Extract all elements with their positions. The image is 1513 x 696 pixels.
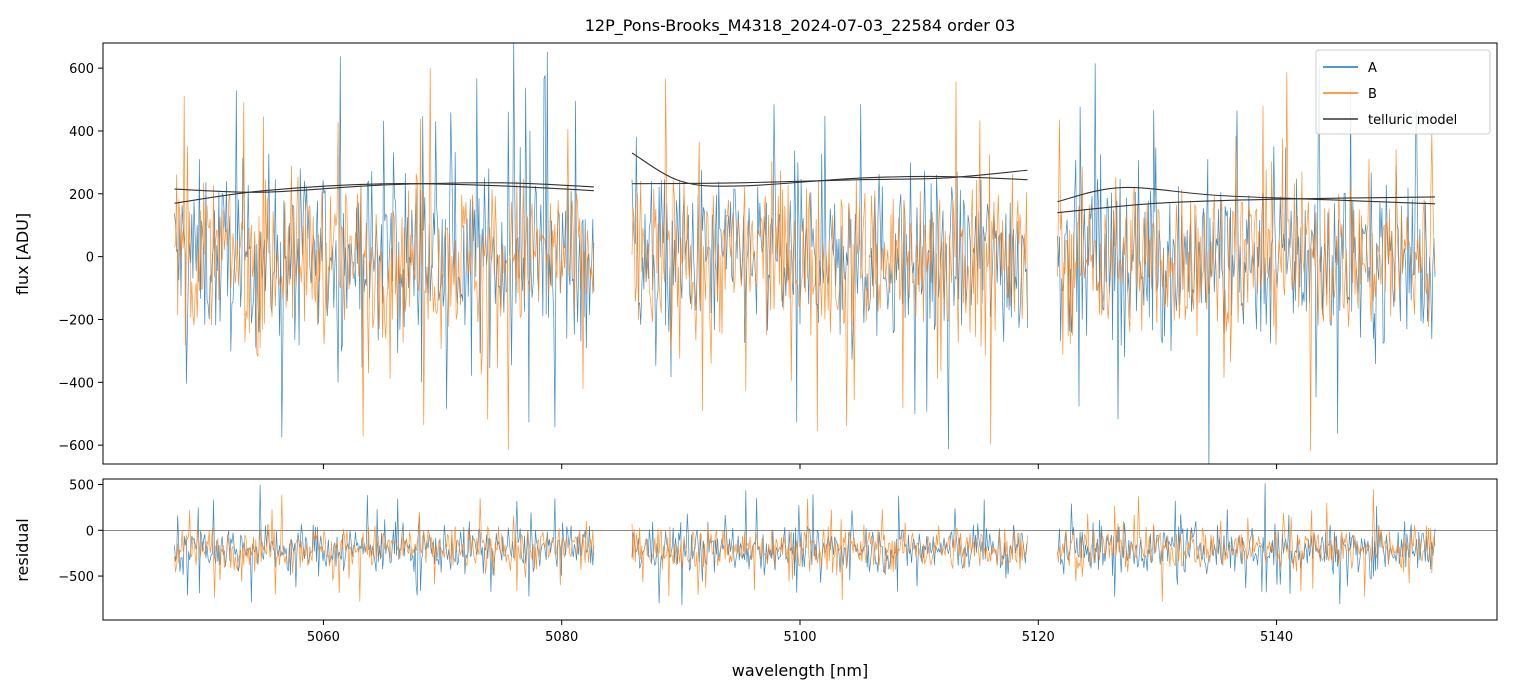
residual-series-b-segment-1 xyxy=(174,495,595,602)
telluric-model-curve-3 xyxy=(631,152,1028,187)
flux-x-ticks xyxy=(322,464,1278,469)
x-tick-label: 5140 xyxy=(1260,630,1293,645)
residual-y-tick-label: 500 xyxy=(69,478,94,493)
x-tick-label: 5080 xyxy=(545,630,578,645)
residual-y-tick-label: 0 xyxy=(86,524,94,539)
residual-series-b-segment-2 xyxy=(631,498,1028,601)
telluric-model-curve-2 xyxy=(174,182,594,193)
chart-title: 12P_Pons-Brooks_M4318_2024-07-03_22584 o… xyxy=(585,16,1016,36)
legend: A B telluric model xyxy=(1315,49,1491,135)
flux-series-b-segment-1 xyxy=(174,67,595,450)
flux-y-ticks: −600 −400 −200 0 200 400 600 xyxy=(58,62,103,454)
residual-y-tick-label: −500 xyxy=(58,570,94,585)
telluric-model-curve-5 xyxy=(1057,186,1436,205)
telluric-model-curve-6 xyxy=(1057,196,1436,214)
x-tick-label: 5100 xyxy=(783,630,816,645)
residual-panel: −500 0 500 5060 5080 5100 5120 5140 residual w… xyxy=(13,478,1498,680)
x-tick-label: 5060 xyxy=(307,630,340,645)
flux-y-tick-label: 600 xyxy=(69,62,94,77)
legend-label-a: A xyxy=(1368,61,1377,76)
telluric-model-curve-1 xyxy=(174,183,594,204)
x-tick-label: 5120 xyxy=(1022,630,1055,645)
x-axis-label: wavelength [nm] xyxy=(732,661,869,680)
residual-series-b-segment-3 xyxy=(1057,489,1436,602)
legend-label-telluric-model: telluric model xyxy=(1368,113,1457,128)
flux-y-axis-label: flux [ADU] xyxy=(13,213,32,295)
legend-label-b: B xyxy=(1368,87,1377,102)
telluric-model-curve-4 xyxy=(632,169,1028,185)
residual-y-ticks: −500 0 500 xyxy=(58,478,103,585)
flux-y-tick-label: −400 xyxy=(58,376,94,391)
legend-box xyxy=(1315,49,1491,135)
flux-plot-area xyxy=(174,43,1436,464)
residual-x-ticks: 5060 5080 5100 5120 5140 xyxy=(307,620,1293,645)
flux-y-tick-label: 400 xyxy=(69,125,94,140)
flux-series-b-segment-2 xyxy=(631,78,1028,445)
flux-panel: −600 −400 −200 0 200 400 600 flux [ADU] xyxy=(13,42,1498,469)
flux-y-tick-label: 0 xyxy=(86,251,94,266)
flux-y-tick-label: 200 xyxy=(69,188,94,203)
flux-series-b-segment-3 xyxy=(1057,72,1436,451)
flux-y-tick-label: −600 xyxy=(58,439,94,454)
residual-plot-area xyxy=(103,483,1497,606)
flux-y-tick-label: −200 xyxy=(58,313,94,328)
residual-y-axis-label: residual xyxy=(13,518,32,581)
